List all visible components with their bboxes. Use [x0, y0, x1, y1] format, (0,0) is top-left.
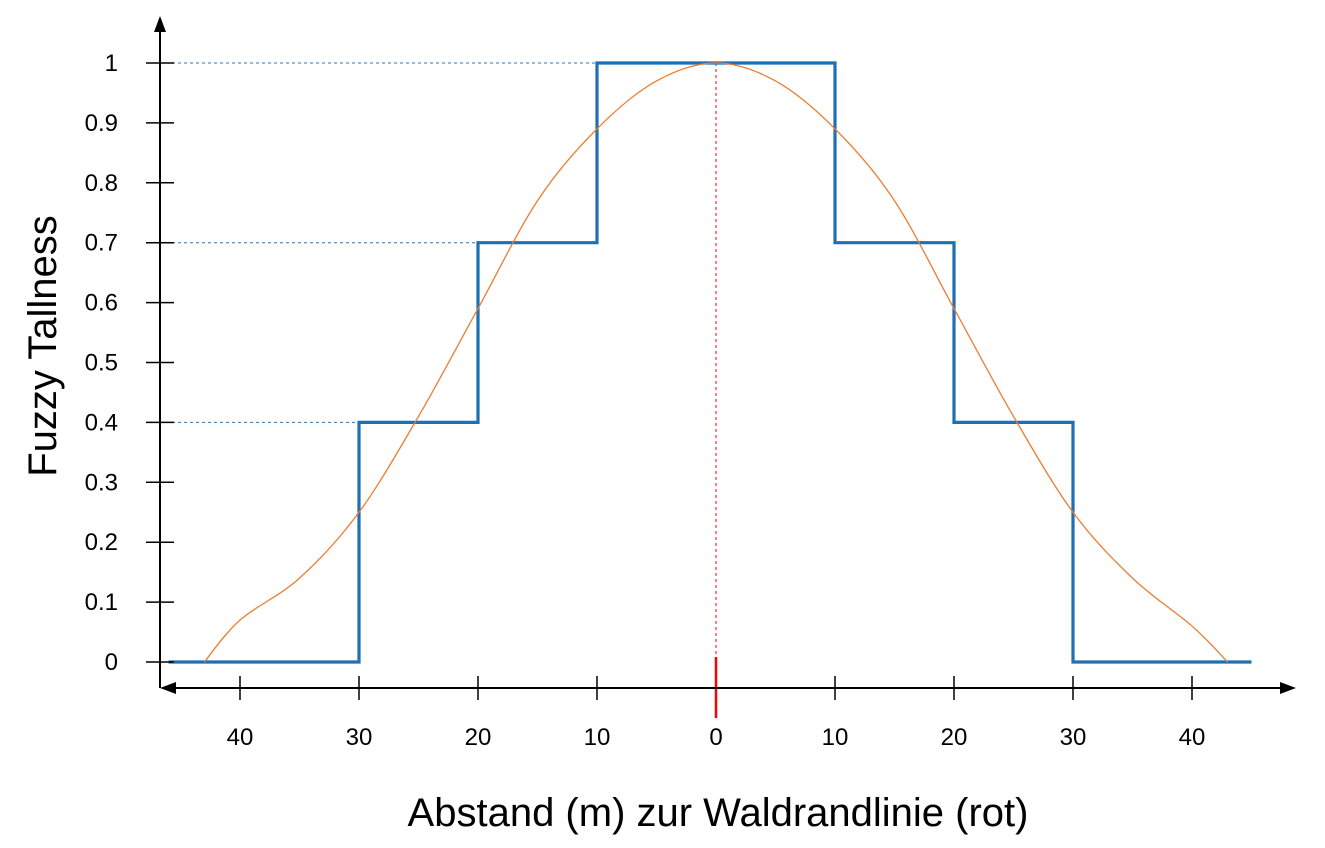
ticks: 0 0.1 0.2 0.3 0.4 0.5 0.6 0.7 0.8 0.9 1 40 30 20 10 0 10…: [85, 50, 1206, 751]
reference-lines: [160, 62, 718, 718]
x-tick-label: 10: [584, 724, 611, 751]
y-axis-title: Fuzzy Tallness: [21, 215, 65, 477]
y-tick-label: 0.8: [85, 170, 118, 197]
y-tick-label: 0.4: [85, 409, 118, 436]
x-tick-label: 40: [1179, 724, 1206, 751]
x-tick-label: 10: [822, 724, 849, 751]
y-tick-label: 0.3: [85, 469, 118, 496]
y-tick-label: 0.2: [85, 529, 118, 556]
y-tick-label: 0.9: [85, 110, 118, 137]
x-tick-label: 30: [1060, 724, 1087, 751]
x-axis-title: Abstand (m) zur Waldrandlinie (rot): [408, 791, 1029, 835]
y-tick-label: 0.6: [85, 290, 118, 317]
series-layer: [168, 61, 1252, 664]
axes: [154, 16, 1296, 694]
y-axis-arrow: [154, 16, 166, 32]
x-axis-arrow-right: [1280, 682, 1296, 694]
x-axis-arrow-left: [160, 682, 176, 694]
series-step-line: [168, 61, 1252, 664]
y-tick-label: 0: [105, 649, 118, 676]
x-tick-label: 40: [227, 724, 254, 751]
x-tick-label: 0: [709, 724, 722, 751]
x-tick-label: 20: [941, 724, 968, 751]
y-tick-label: 0.7: [85, 230, 118, 257]
y-tick-label: 1: [105, 50, 118, 77]
x-tick-label: 30: [346, 724, 373, 751]
x-tick-label: 20: [465, 724, 492, 751]
y-tick-label: 0.1: [85, 589, 118, 616]
series-smooth-curve: [203, 62, 1229, 663]
y-tick-label: 0.5: [85, 350, 118, 377]
